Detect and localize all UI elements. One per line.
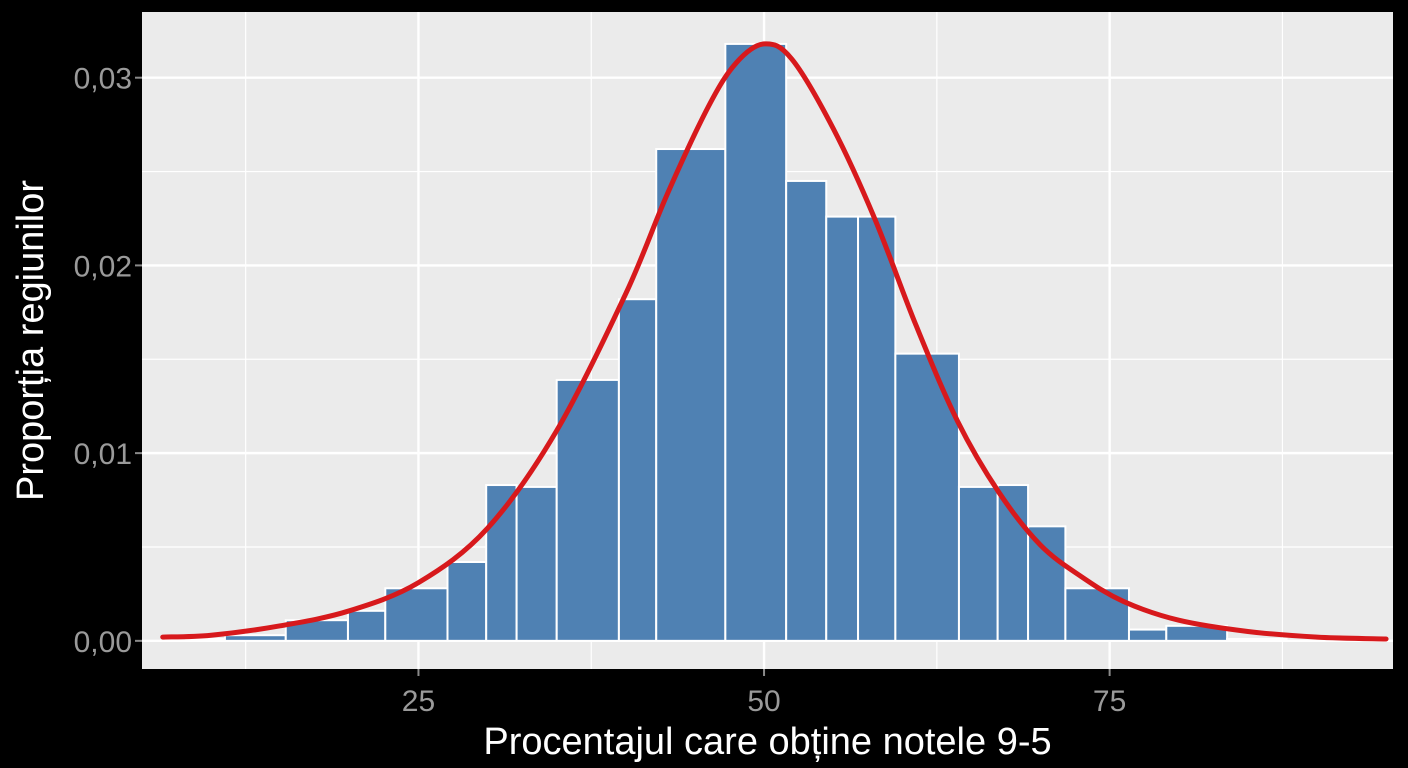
histogram-bars — [185, 42, 1288, 642]
histogram-bar — [857, 215, 897, 642]
histogram-bar — [1027, 525, 1067, 642]
histogram-bar — [894, 352, 960, 642]
histogram-bar — [1226, 637, 1288, 642]
histogram-bar — [957, 485, 999, 642]
histogram-bar — [555, 378, 620, 642]
histogram-bar — [446, 561, 488, 642]
histogram-bar — [785, 179, 828, 642]
histogram-bar — [185, 637, 226, 642]
histogram-bar — [346, 609, 387, 642]
histogram-bar — [617, 298, 658, 642]
y-axis-title: Proporția regiunilor — [10, 180, 52, 501]
x-tick-label: 25 — [402, 685, 435, 718]
y-tick-label: 0,01 — [74, 438, 132, 471]
y-tick-label: 0,00 — [74, 626, 132, 659]
density-curve — [160, 41, 1389, 642]
histogram-bar — [825, 215, 860, 642]
histogram-bar — [223, 634, 287, 642]
y-tick-label: 0,03 — [74, 63, 132, 96]
x-tick-label: 50 — [747, 685, 780, 718]
x-axis-ticks: 25 50 75 — [402, 669, 1126, 718]
histogram-bar — [724, 42, 788, 642]
histogram-bar — [655, 148, 727, 642]
y-axis-ticks: 0,00 0,01 0,02 0,03 — [74, 63, 142, 659]
y-tick-label: 0,02 — [74, 250, 132, 283]
histogram-bar — [515, 485, 558, 642]
histogram-bar — [1064, 587, 1130, 642]
histogram-bar — [1127, 628, 1168, 642]
x-axis-title: Procentajul care obține notele 9-5 — [483, 721, 1051, 763]
x-tick-label: 75 — [1093, 685, 1126, 718]
